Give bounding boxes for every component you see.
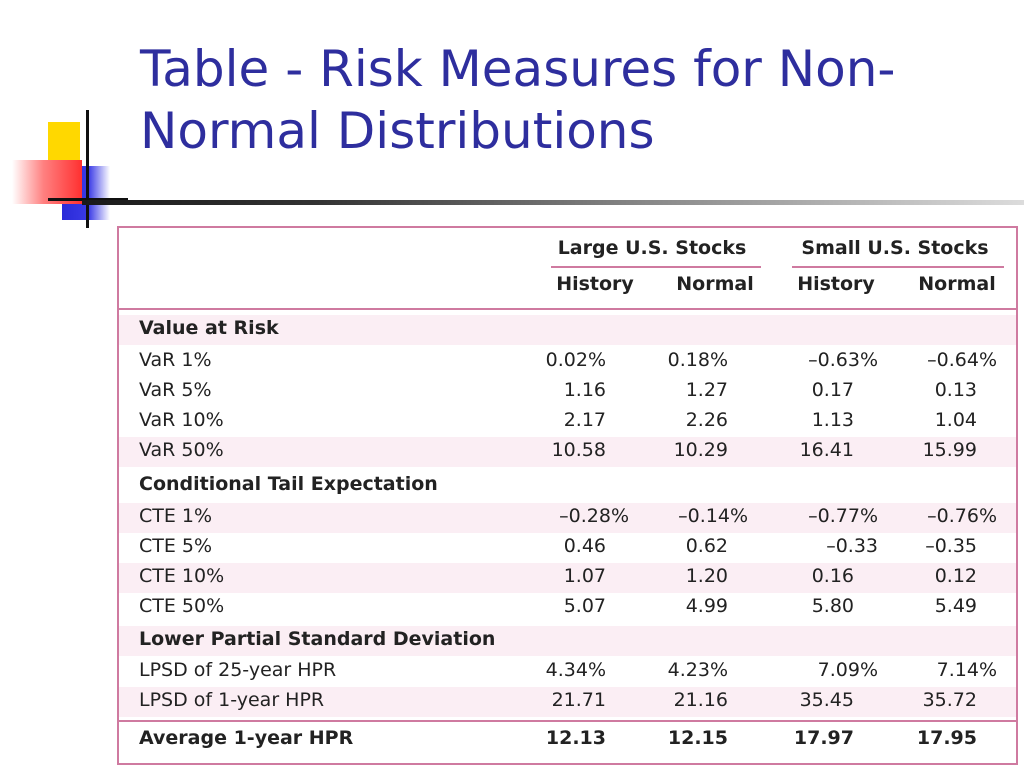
cell-large-history: 21.71 [551, 689, 606, 711]
table-row: CTE 1% –0.28% –0.14% –0.77% –0.76% [119, 503, 1016, 533]
cell-small-normal: –0.76% [927, 505, 997, 527]
cell-large-history: 1.16 [563, 379, 606, 401]
subheader-small-normal: Normal [918, 273, 996, 295]
slide-title: Table - Risk Measures for Non-Normal Dis… [140, 40, 896, 160]
cell-small-normal: 5.49 [934, 595, 977, 617]
section-title: Conditional Tail Expectation [139, 473, 438, 495]
cell-large-history: 0.46 [563, 535, 606, 557]
row-label: CTE 50% [139, 595, 225, 617]
cell-small-history: 0.17 [811, 379, 854, 401]
row-label: VaR 1% [139, 349, 212, 371]
cell-small-normal: 17.95 [916, 727, 977, 749]
cell-small-normal: 35.72 [922, 689, 977, 711]
cell-small-normal: 15.99 [922, 439, 977, 461]
cell-large-normal: 0.18% [667, 349, 728, 371]
table-row: VaR 5% 1.16 1.27 0.17 0.13 [119, 377, 1016, 407]
row-label: VaR 5% [139, 379, 212, 401]
cell-small-history: 7.09% [817, 659, 878, 681]
group-header-large-stocks: Large U.S. Stocks [557, 237, 747, 259]
cell-small-normal: –0.35 [925, 535, 977, 557]
section-header-value-at-risk: Value at Risk [119, 315, 1016, 345]
cell-large-history: 4.34% [545, 659, 606, 681]
cell-large-normal: 4.23% [667, 659, 728, 681]
cell-small-history: –0.77% [808, 505, 878, 527]
cell-small-history: 17.97 [793, 727, 854, 749]
cell-small-history: 0.16 [811, 565, 854, 587]
table-row: LPSD of 1-year HPR 21.71 21.16 35.45 35.… [119, 687, 1016, 717]
risk-measures-table: Large U.S. Stocks Small U.S. Stocks Hist… [117, 226, 1018, 765]
decorative-red-bar [12, 160, 82, 204]
subheader-small-history: History [797, 273, 875, 295]
cell-large-normal: 21.16 [673, 689, 728, 711]
cell-large-normal: 10.29 [673, 439, 728, 461]
cell-large-history: 0.02% [545, 349, 606, 371]
group-header-small-stocks: Small U.S. Stocks [801, 237, 989, 259]
cell-small-history: 35.45 [799, 689, 854, 711]
table-row: LPSD of 25-year HPR 4.34% 4.23% 7.09% 7.… [119, 657, 1016, 687]
cell-large-history: 2.17 [563, 409, 606, 431]
cell-large-history: 12.13 [545, 727, 606, 749]
table-row: VaR 1% 0.02% 0.18% –0.63% –0.64% [119, 347, 1016, 377]
section-title: Value at Risk [139, 317, 279, 339]
cell-small-normal: 7.14% [936, 659, 997, 681]
average-row: Average 1-year HPR 12.13 12.15 17.97 17.… [119, 725, 1016, 755]
subheader-large-history: History [556, 273, 634, 295]
table-row: CTE 10% 1.07 1.20 0.16 0.12 [119, 563, 1016, 593]
cell-large-normal: 12.15 [667, 727, 728, 749]
cell-large-history: 5.07 [563, 595, 606, 617]
row-label: VaR 10% [139, 409, 224, 431]
cell-small-history: –0.63% [808, 349, 878, 371]
row-label: CTE 1% [139, 505, 213, 527]
cell-large-history: 10.58 [551, 439, 606, 461]
subheader-large-normal: Normal [676, 273, 754, 295]
cell-small-normal: 1.04 [934, 409, 977, 431]
cell-small-history: 1.13 [811, 409, 854, 431]
title-underline-rule [82, 200, 1024, 205]
cell-small-history: –0.33 [826, 535, 878, 557]
table-row: VaR 10% 2.17 2.26 1.13 1.04 [119, 407, 1016, 437]
table-row: CTE 50% 5.07 4.99 5.80 5.49 [119, 593, 1016, 623]
cell-small-history: 5.80 [811, 595, 854, 617]
cell-small-normal: 0.12 [934, 565, 977, 587]
row-label: LPSD of 25-year HPR [139, 659, 337, 681]
cell-large-history: 1.07 [563, 565, 606, 587]
row-label: LPSD of 1-year HPR [139, 689, 325, 711]
cell-large-normal: 1.27 [685, 379, 728, 401]
cell-small-normal: –0.64% [927, 349, 997, 371]
section-header-conditional-tail-expectation: Conditional Tail Expectation [119, 471, 1016, 501]
section-header-lower-partial-standard-deviation: Lower Partial Standard Deviation [119, 626, 1016, 656]
row-label: CTE 5% [139, 535, 213, 557]
decorative-vertical-line [86, 110, 89, 228]
cell-large-normal: 0.62 [685, 535, 728, 557]
cell-large-normal: –0.14% [678, 505, 748, 527]
cell-large-history: –0.28% [559, 505, 629, 527]
cell-large-normal: 4.99 [685, 595, 728, 617]
table-row: VaR 50% 10.58 10.29 16.41 15.99 [119, 437, 1016, 467]
row-label: Average 1-year HPR [139, 727, 354, 749]
cell-small-history: 16.41 [799, 439, 854, 461]
table-header: Large U.S. Stocks Small U.S. Stocks Hist… [119, 228, 1016, 310]
row-label: VaR 50% [139, 439, 224, 461]
cell-large-normal: 2.26 [685, 409, 728, 431]
row-label: CTE 10% [139, 565, 225, 587]
cell-large-normal: 1.20 [685, 565, 728, 587]
table-row: CTE 5% 0.46 0.62 –0.33 –0.35 [119, 533, 1016, 563]
average-row-divider [119, 720, 1016, 722]
decorative-horizontal-line [48, 198, 128, 201]
group-underline-small-stocks [792, 266, 1004, 268]
section-title: Lower Partial Standard Deviation [139, 628, 496, 650]
cell-small-normal: 0.13 [934, 379, 977, 401]
group-underline-large-stocks [551, 266, 761, 268]
